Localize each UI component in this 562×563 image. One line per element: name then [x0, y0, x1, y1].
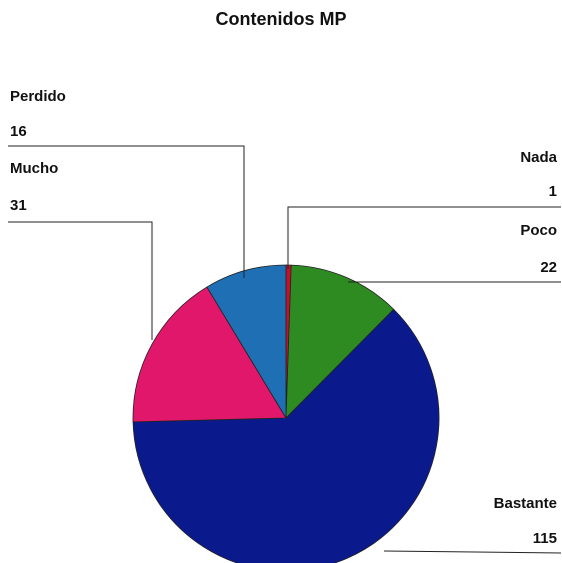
pie-slice-bastante — [132, 308, 440, 563]
leader-line-perdido — [8, 145, 245, 278]
leader-line-mucho — [8, 221, 153, 340]
chart-title: Contenidos MP — [215, 9, 347, 29]
slice-value-mucho: 31 — [10, 197, 27, 214]
slice-label-poco: Poco — [520, 222, 557, 239]
slice-value-poco: 22 — [540, 259, 557, 276]
leader-line-nada — [287, 206, 561, 269]
slice-value-bastante: 115 — [533, 530, 557, 547]
slice-label-mucho: Mucho — [10, 160, 58, 177]
slice-value-nada: 1 — [549, 183, 557, 200]
pie-slice-mucho — [132, 286, 287, 423]
leader-line-bastante — [383, 550, 562, 554]
slice-label-perdido: Perdido — [10, 88, 66, 105]
slice-label-nada: Nada — [520, 149, 557, 166]
pie-slice-perdido — [206, 264, 287, 420]
slice-label-bastante: Bastante — [494, 495, 557, 512]
pie-slice-poco — [285, 264, 395, 420]
slice-value-perdido: 16 — [10, 123, 27, 140]
